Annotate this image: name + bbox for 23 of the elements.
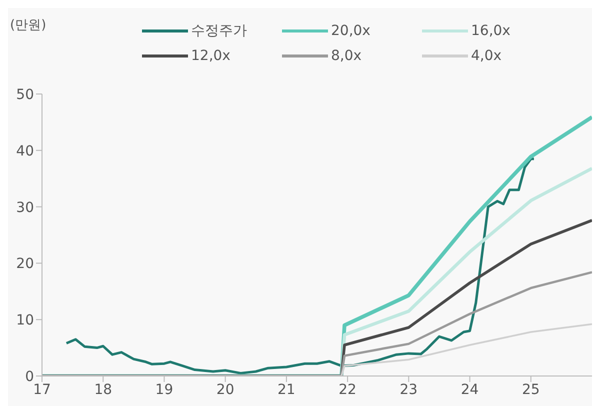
y-tick-label: 30 bbox=[16, 200, 34, 216]
legend-label: 4,0x bbox=[471, 48, 502, 64]
legend-label: 16,0x bbox=[471, 23, 510, 39]
legend-label: 20,0x bbox=[331, 23, 370, 39]
y-axis-title: (만원) bbox=[10, 17, 46, 34]
x-tick-label: 23 bbox=[400, 382, 418, 398]
y-tick-label: 40 bbox=[16, 143, 34, 160]
y-tick-label: 10 bbox=[16, 312, 34, 329]
line-series bbox=[65, 158, 536, 374]
x-tick-label: 24 bbox=[460, 382, 479, 398]
x-tick-label: 19 bbox=[155, 382, 174, 398]
legend-label: 8,0x bbox=[331, 48, 362, 64]
legend-label: 12,0x bbox=[191, 48, 230, 64]
y-tick-label: 0 bbox=[25, 368, 34, 385]
y-tick-label: 50 bbox=[16, 86, 34, 103]
x-tick-label: 21 bbox=[278, 382, 296, 398]
x-tick-label: 22 bbox=[338, 382, 356, 398]
y-tick-label: 20 bbox=[16, 256, 34, 272]
legend-label: 수정주가 bbox=[191, 22, 247, 40]
x-tick-label: 20 bbox=[216, 382, 234, 398]
x-tick-label: 25 bbox=[522, 382, 540, 398]
x-tick-label: 17 bbox=[33, 382, 51, 398]
x-tick-label: 18 bbox=[94, 382, 112, 398]
